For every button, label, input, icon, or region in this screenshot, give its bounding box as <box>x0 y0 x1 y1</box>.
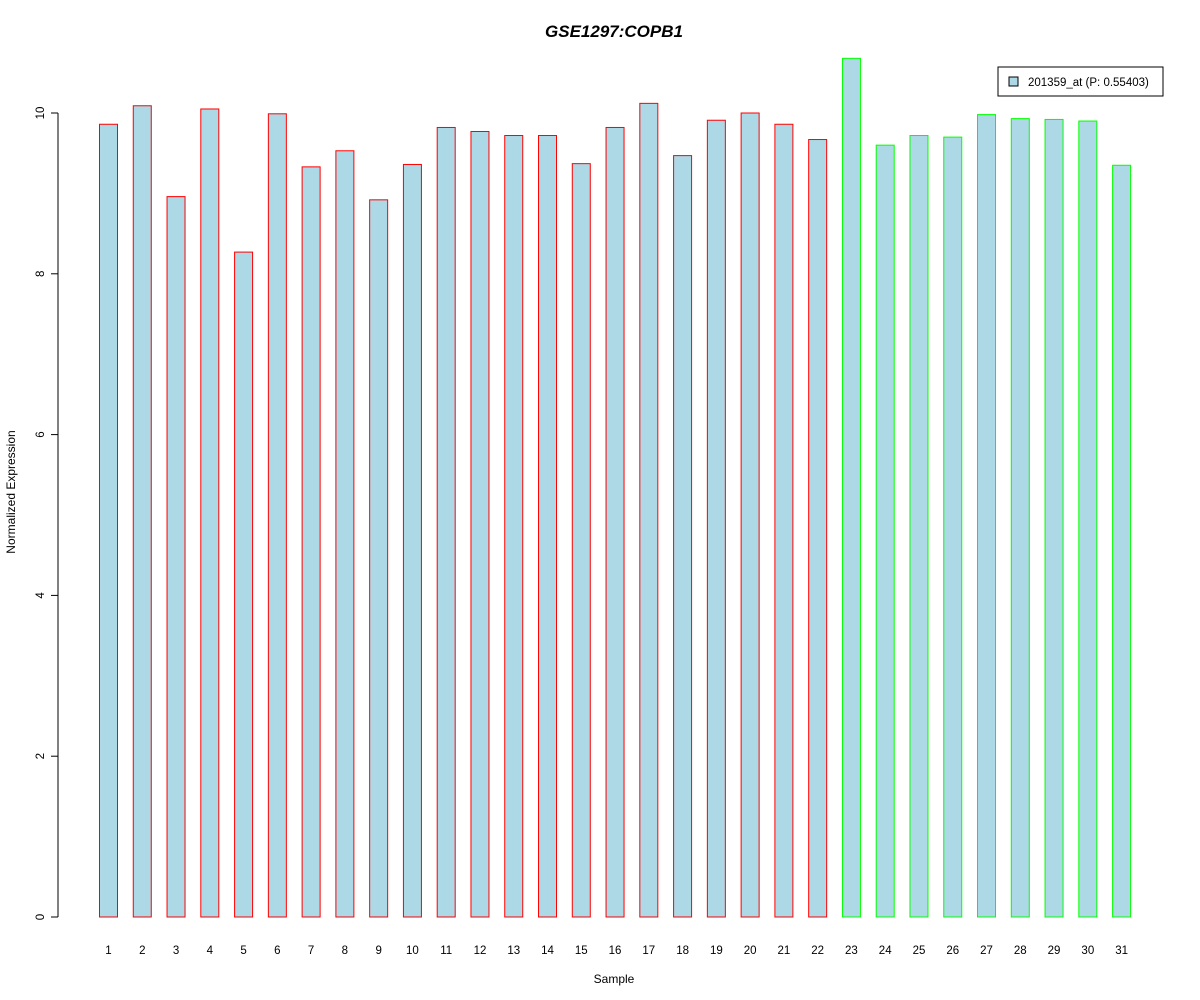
bar <box>369 199 389 918</box>
bar <box>1044 118 1064 918</box>
bar <box>335 150 355 918</box>
bar <box>436 126 456 918</box>
bar <box>234 251 254 918</box>
legend-label: 201359_at (P: 0.55403) <box>1028 77 1149 89</box>
x-tick-label: 9 <box>375 945 381 957</box>
bar <box>1078 120 1098 918</box>
bar <box>605 126 625 918</box>
bar <box>470 130 490 918</box>
x-axis-label: Sample <box>594 972 635 986</box>
bar <box>1010 118 1030 918</box>
x-tick-label: 21 <box>778 945 791 957</box>
bar <box>132 105 152 918</box>
x-tick-label: 7 <box>308 945 314 957</box>
x-tick-label: 20 <box>744 945 757 957</box>
x-tick-label: 31 <box>1115 945 1128 957</box>
chart-title: GSE1297:COPB1 <box>545 22 683 41</box>
y-tick-label: 2 <box>35 753 47 759</box>
bar <box>538 135 558 918</box>
y-axis: 0 2 4 6 8 10 <box>35 107 59 920</box>
bar <box>504 135 524 918</box>
x-tick-label: 6 <box>274 945 280 957</box>
x-tick-labels: 1 2 3 4 5 6 7 8 9 10 11 12 13 14 15 16 17 18 19 20 21 22 23 24 2… <box>105 945 1128 957</box>
bar <box>267 113 287 918</box>
bar <box>571 163 591 918</box>
legend-box <box>997 66 1164 97</box>
y-tick-label: 6 <box>35 431 47 437</box>
bar <box>943 136 963 918</box>
bar <box>774 123 794 918</box>
bar <box>166 196 186 918</box>
bar <box>301 166 321 918</box>
bar <box>875 144 895 918</box>
x-tick-label: 23 <box>845 945 858 957</box>
x-tick-label: 30 <box>1081 945 1094 957</box>
x-tick-label: 2 <box>139 945 145 957</box>
x-tick-label: 10 <box>406 945 419 957</box>
bar <box>706 119 726 918</box>
x-tick-label: 17 <box>642 945 655 957</box>
x-tick-label: 16 <box>609 945 622 957</box>
x-tick-label: 13 <box>507 945 520 957</box>
bar <box>99 123 118 918</box>
bar <box>673 155 693 918</box>
x-tick-label: 4 <box>207 945 214 957</box>
bar <box>402 163 422 918</box>
bar <box>639 102 659 918</box>
x-tick-label: 26 <box>946 945 959 957</box>
x-tick-label: 8 <box>342 945 348 957</box>
x-tick-label: 19 <box>710 945 723 957</box>
bar <box>841 57 861 918</box>
x-tick-label: 25 <box>913 945 926 957</box>
bar <box>909 135 929 918</box>
x-tick-label: 11 <box>440 945 452 957</box>
bars <box>99 57 1132 918</box>
x-tick-label: 28 <box>1014 945 1027 957</box>
x-tick-label: 14 <box>541 945 554 957</box>
x-tick-label: 1 <box>105 945 111 957</box>
x-tick-label: 27 <box>980 945 993 957</box>
bar <box>200 108 220 918</box>
y-axis-label: Normalized Expression <box>4 430 18 553</box>
bar <box>808 139 828 918</box>
y-tick-label: 0 <box>35 914 47 920</box>
bar <box>1112 164 1132 918</box>
legend-swatch <box>1008 76 1019 87</box>
x-tick-label: 22 <box>811 945 824 957</box>
y-tick-label: 10 <box>35 107 47 120</box>
x-tick-label: 29 <box>1048 945 1061 957</box>
x-tick-label: 3 <box>173 945 179 957</box>
x-tick-label: 24 <box>879 945 892 957</box>
y-tick-label: 4 <box>35 592 47 599</box>
x-tick-label: 15 <box>575 945 588 957</box>
x-tick-label: 18 <box>676 945 689 957</box>
x-tick-label: 5 <box>240 945 246 957</box>
bar <box>977 114 997 918</box>
legend: 201359_at (P: 0.55403) <box>997 66 1164 97</box>
x-tick-label: 12 <box>474 945 487 957</box>
bar <box>740 112 760 918</box>
y-tick-label: 8 <box>35 271 47 277</box>
